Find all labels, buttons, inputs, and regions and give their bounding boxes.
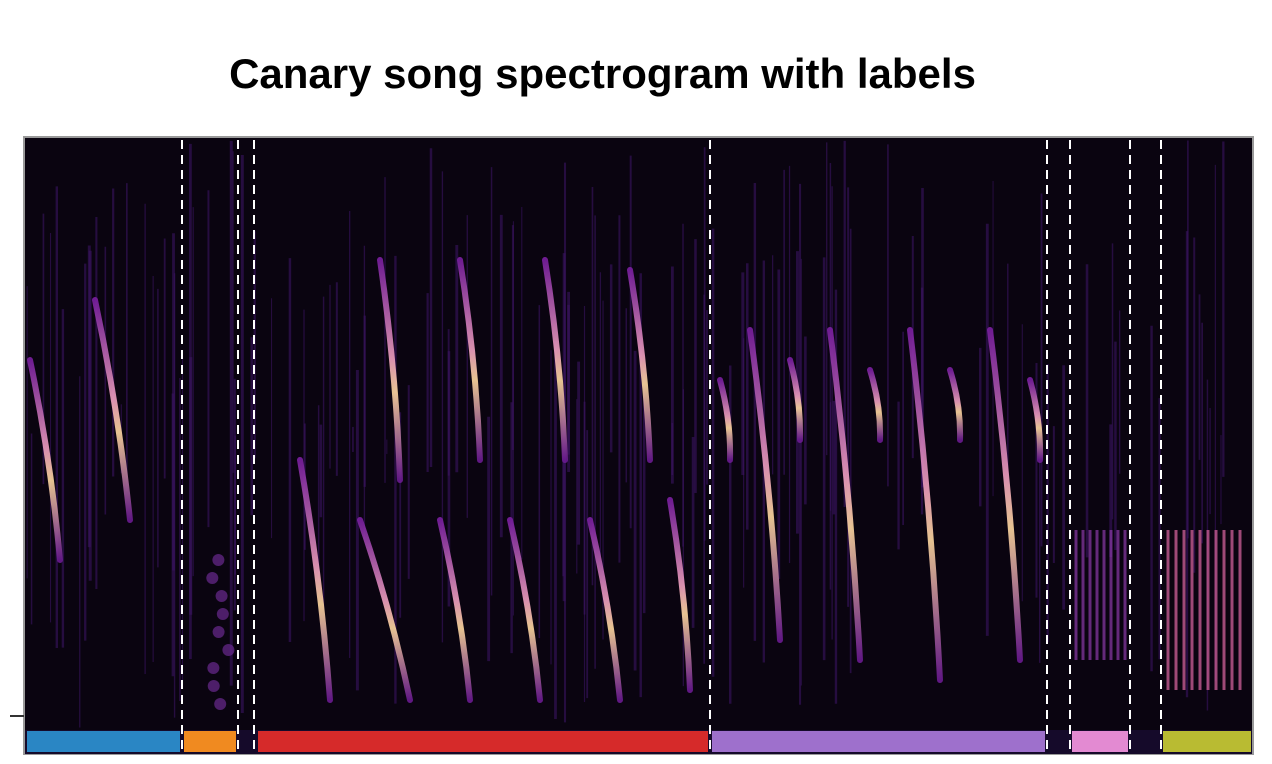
streak (207, 662, 220, 674)
label-segment (1072, 731, 1128, 752)
streak (717, 377, 734, 463)
streak (207, 680, 220, 692)
streak (222, 644, 235, 656)
streak (787, 357, 804, 443)
streak (216, 608, 229, 620)
streak (907, 327, 943, 683)
streak (827, 327, 863, 663)
label-segment (1163, 731, 1251, 752)
streak (747, 327, 783, 643)
label-segment (184, 731, 236, 752)
streak (92, 297, 133, 523)
figure-title: Canary song spectrogram with labels (229, 50, 976, 97)
streak (947, 367, 964, 443)
label-bar (25, 730, 1252, 754)
streak (867, 367, 884, 443)
label-segment (712, 731, 1045, 752)
streak (627, 267, 653, 463)
streak (214, 698, 227, 710)
streak (1027, 377, 1044, 463)
streak (377, 257, 403, 483)
streak (206, 572, 219, 584)
label-segment (27, 731, 180, 752)
streak (667, 497, 693, 693)
streak (587, 517, 623, 703)
boundaries (181, 140, 1162, 752)
streak (27, 357, 63, 563)
streak (215, 590, 228, 602)
label-segment (258, 731, 708, 752)
streak (212, 554, 225, 566)
streak (987, 327, 1023, 663)
streak (297, 457, 333, 703)
streak (507, 517, 543, 703)
streak (457, 257, 483, 463)
streak (212, 626, 225, 638)
streak (542, 257, 568, 463)
streak (437, 517, 473, 703)
streak (357, 517, 413, 703)
